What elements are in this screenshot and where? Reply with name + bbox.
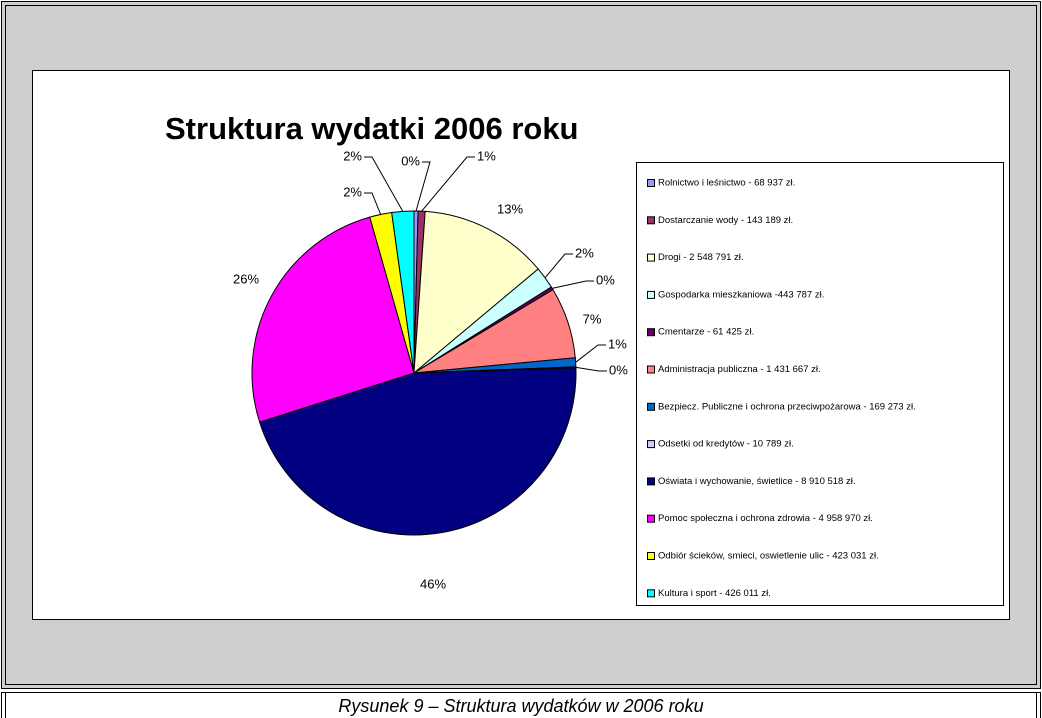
legend-swatch [647,179,655,187]
pie: 0% 1%13%2%0%7%1%0%46%26%2%2% [233,148,628,591]
legend-swatch [647,328,655,337]
legend-label: Cmentarze - 61 425 zł. [658,327,754,338]
legend-label: Drogi - 2 548 791 zł. [658,252,744,263]
data-label: 2% [575,245,594,260]
legend-swatch [647,365,655,374]
data-label: 0% [609,362,628,377]
data-label: 13% [497,201,523,216]
caption: Rysunek 9 – Struktura wydatków w 2006 ro… [338,696,703,716]
leader-line [364,192,382,215]
data-label: 0% [596,272,615,287]
data-label: 1% [608,336,627,351]
leader-line [575,366,607,372]
data-label: 46% [420,576,446,591]
legend-label: Pomoc społeczna i ochrona zdrowia - 4 95… [658,513,873,524]
leader-line [544,253,573,279]
chart-title: Struktura wydatki 2006 roku [165,111,579,146]
data-label: 0% [401,153,420,168]
legend-label: Administracja publiczna - 1 431 667 zł. [658,364,821,375]
pie-slice [251,216,415,423]
legend-swatch [647,514,655,523]
leader-line [364,156,404,212]
legend-swatch [647,552,655,560]
legend-label: Dostarczanie wody - 143 189 zł. [658,215,793,226]
data-label: 1% [477,148,496,163]
chart-frame-inner [5,5,1037,685]
data-label: 26% [233,271,259,286]
pie-slice [413,210,539,375]
legend-label: Oświata i wychowanie, świetlice - 8 910 … [658,476,855,487]
data-label: 2% [343,148,362,163]
legend-label: Odbiór ścieków, smieci, oswietlenie ulic… [658,551,879,562]
legend-swatch [647,290,655,299]
legend-label: Rolnictwo i leśnictwo - 68 937 zł. [658,178,795,189]
leader-line [575,344,606,363]
legend-box [636,162,1004,606]
legend-swatch [647,253,655,262]
legend-label: Kultura i sport - 426 011 zł. [658,588,771,599]
data-label: 7% [583,311,602,326]
legend-swatch [647,589,655,598]
legend-label: Bezpiecz. Publiczne i ochrona przeciwpoż… [658,401,916,412]
data-label: 2% [343,184,362,199]
legend-swatch [647,440,655,449]
leader-line [415,161,431,212]
legend-swatch [647,477,655,486]
leader-line [552,280,594,289]
legend: Rolnictwo i leśnictwo - 68 937 zł. Dostar… [647,178,916,599]
legend-label: Gospodarka mieszkaniowa -443 787 zł. [658,289,824,300]
leader-line [421,156,475,212]
legend-swatch [647,402,655,411]
legend-label: Odsetki od kredytów - 10 789 zł. [658,439,794,450]
legend-swatch [647,216,655,225]
pie-slice [258,367,577,536]
